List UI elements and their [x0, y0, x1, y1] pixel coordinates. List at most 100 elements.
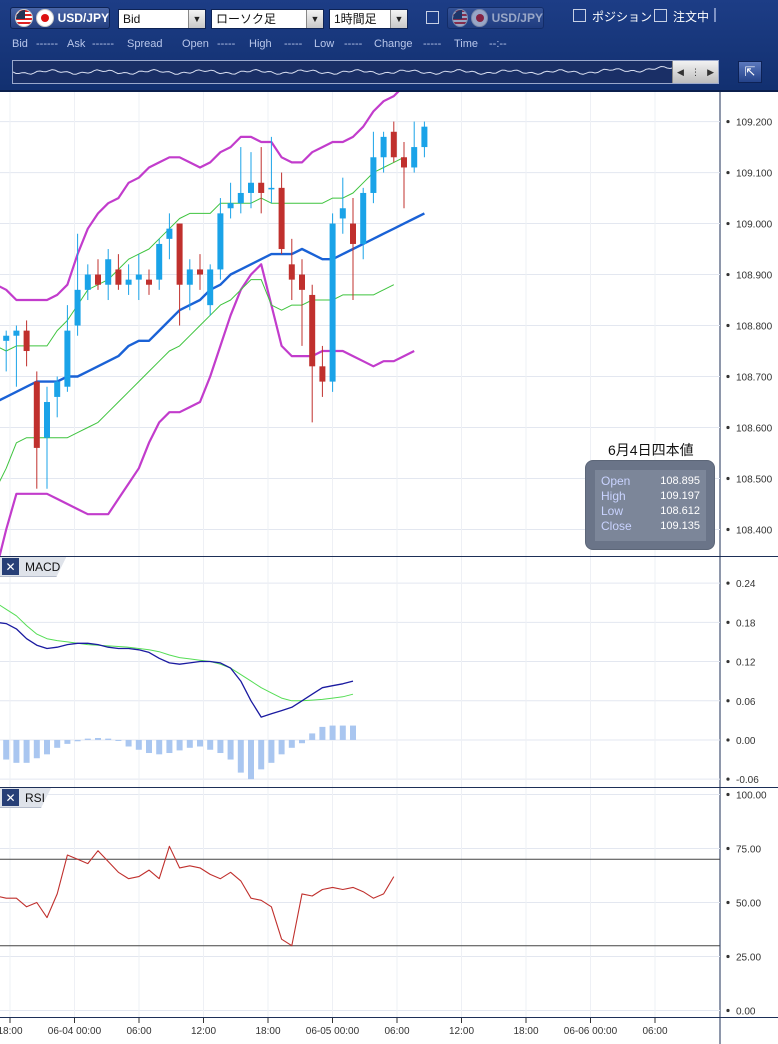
- jp-flag-icon: [35, 9, 54, 27]
- candle-body: [248, 182, 254, 193]
- macd-histogram-bar: [166, 739, 173, 754]
- time-axis-ticks: 18:00 06-04 00:00 06:00 12:00 18:00 06-05 00:…: [0, 1018, 721, 1044]
- time-value: --:--: [489, 38, 507, 50]
- order-label: 注文中: [673, 10, 710, 24]
- y-tick-label: 108.500: [736, 474, 773, 485]
- high-label: High: [249, 38, 272, 50]
- close-icon[interactable]: ✕: [2, 789, 19, 806]
- macd-histogram-bar: [44, 739, 50, 755]
- macd-histogram-bar: [350, 725, 356, 740]
- bollinger-upper-1sigma: [0, 156, 405, 352]
- macd-pane[interactable]: 0.24 0.18 0.12 0.06 0.00 -0.06 ✕ MACD: [0, 556, 778, 787]
- candle-body: [197, 269, 203, 275]
- close-icon[interactable]: ✕: [2, 558, 19, 575]
- macd-histogram-bar: [278, 739, 285, 755]
- tick-dot: [726, 272, 730, 277]
- low-value: -----: [344, 38, 363, 50]
- timeframe-select[interactable]: 1時間足 ▼: [329, 9, 408, 29]
- ohlc-open-value: 108.895: [660, 475, 700, 487]
- macd-histogram-bar: [237, 739, 244, 773]
- x-tick-label: 06-06 00:00: [564, 1026, 618, 1037]
- scroll-right-icon[interactable]: ▶: [707, 66, 714, 77]
- candle-body: [227, 203, 234, 209]
- candle-body: [288, 264, 295, 280]
- macd-histogram-bar: [299, 739, 305, 744]
- candle-body: [268, 187, 275, 190]
- candle-body: [3, 335, 10, 341]
- tick-dot: [726, 527, 730, 532]
- x-tick-label: 06:00: [642, 1026, 667, 1037]
- high-value: -----: [284, 38, 303, 50]
- candle-body: [156, 243, 163, 280]
- macd-label: MACD: [25, 559, 61, 574]
- compare-checkbox[interactable]: [426, 11, 439, 24]
- overview-sparkline: [13, 65, 673, 75]
- rsi-label: RSI: [25, 790, 46, 805]
- expand-icon: ⇱: [744, 64, 756, 79]
- scroll-left-icon[interactable]: ◀: [677, 66, 684, 77]
- change-label: Change: [374, 38, 413, 50]
- position-checkbox[interactable]: [573, 9, 586, 22]
- chart-type-select[interactable]: ローソク足 ▼: [211, 9, 324, 29]
- y-tick-label: 108.900: [736, 271, 773, 282]
- macd-histogram-bar: [329, 725, 336, 740]
- tick-dot: [726, 777, 730, 781]
- candle-body: [95, 274, 101, 285]
- compare-symbol-selector[interactable]: USD/JPY: [447, 7, 544, 29]
- y-tick-label: 109.200: [736, 118, 773, 129]
- candle-body: [23, 330, 30, 352]
- ohlc-low-label: Low: [601, 504, 624, 518]
- candle-body: [309, 294, 316, 367]
- candle-body: [13, 330, 20, 336]
- tick-dot: [726, 620, 730, 624]
- tick-dot: [726, 659, 730, 664]
- macd-histogram-bar: [197, 739, 203, 747]
- us-flag-icon: [452, 9, 469, 27]
- open-label: Open: [182, 38, 209, 50]
- y-tick-label: 25.00: [736, 953, 761, 964]
- macd-line: [0, 622, 354, 718]
- macd-histogram-bar: [95, 737, 101, 740]
- candle-body: [105, 259, 112, 285]
- rsi-line: [0, 845, 395, 947]
- tick-dot: [726, 170, 730, 175]
- x-tick-label: 06-04 00:00: [48, 1026, 102, 1037]
- tick-dot: [726, 425, 730, 430]
- tick-dot: [726, 1008, 730, 1013]
- price-type-select[interactable]: Bid ▼: [118, 9, 206, 29]
- candle-body: [258, 182, 265, 193]
- x-tick-label: 18:00: [0, 1026, 23, 1037]
- candle-body: [176, 223, 183, 285]
- order-checkbox[interactable]: [654, 9, 667, 22]
- macd-histogram-bar: [207, 739, 214, 750]
- candle-body: [115, 269, 122, 285]
- candle-body: [299, 274, 305, 290]
- chart-type-value: ローソク足: [216, 12, 277, 26]
- expand-button[interactable]: ⇱: [738, 61, 762, 83]
- macd-histogram-bar: [33, 739, 40, 759]
- macd-tag: ✕ MACD: [0, 557, 66, 577]
- overview-scroll-handle[interactable]: ◀ ⋮ ▶: [672, 61, 718, 83]
- macd-histogram-bar: [217, 739, 224, 754]
- y-tick-label: 108.700: [736, 373, 773, 384]
- tick-dot: [726, 954, 730, 959]
- toolbar-divider: [714, 8, 716, 22]
- macd-histogram-bar: [288, 739, 295, 748]
- time-label: Time: [454, 38, 479, 50]
- symbol-selector[interactable]: USD/JPY: [10, 7, 110, 29]
- overview-navigator[interactable]: ◀ ⋮ ▶: [12, 60, 719, 84]
- y-tick-label: 75.00: [736, 844, 761, 855]
- ohlc-high-value: 109.197: [660, 490, 700, 502]
- tick-dot: [726, 374, 730, 379]
- change-value: -----: [423, 38, 442, 50]
- ohlc-panel-inner: Open 108.895 High 109.197 Low 108.612 Close…: [595, 470, 706, 541]
- ohlc-low-value: 108.612: [660, 505, 700, 517]
- compare-symbol-label: USD/JPY: [491, 11, 543, 25]
- bollinger-upper-band: [0, 92, 400, 302]
- macd-histogram-bar: [105, 738, 112, 740]
- candle-body: [146, 279, 152, 285]
- y-tick-label: 108.400: [736, 525, 773, 536]
- ohlc-title: 6月4日四本値: [608, 442, 694, 458]
- macd-histogram-bar: [268, 739, 275, 763]
- rsi-pane[interactable]: 100.00 75.00 50.00 25.00 0.00 ✕ RSI: [0, 787, 778, 1017]
